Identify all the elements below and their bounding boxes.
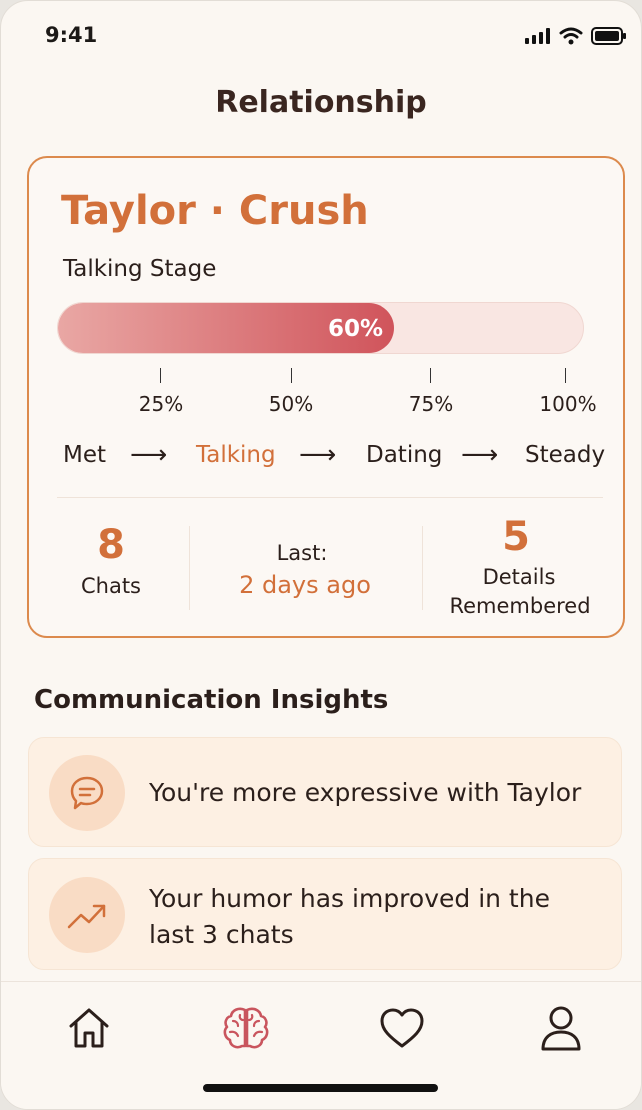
tab-insights[interactable] [220, 1002, 272, 1054]
tick-label: 25% [138, 392, 184, 416]
stage-progression: Met ⟶ Talking ⟶ Dating ⟶ Steady [29, 440, 623, 476]
stage-met: Met [63, 442, 107, 468]
status-time: 9:41 [45, 23, 98, 47]
last-label: Last: [276, 541, 328, 565]
tick-mark [291, 368, 292, 383]
trend-up-icon [67, 904, 106, 929]
stat-divider [422, 526, 423, 610]
insight-icon-circle [49, 755, 125, 831]
tick-mark [430, 368, 431, 383]
insight-text: Your humor has improved in the last 3 ch… [149, 881, 550, 953]
brain-icon [223, 1007, 269, 1049]
insight-icon-circle [49, 877, 125, 953]
card-divider [57, 497, 603, 498]
arrow-icon: ⟶ [461, 440, 499, 470]
details-label: Details [482, 565, 556, 589]
chats-count: 8 [97, 522, 125, 568]
tick-mark [565, 368, 566, 383]
stage-talking: Talking [196, 442, 276, 468]
page-title: Relationship [215, 85, 427, 120]
details-label-2: Remembered [449, 594, 591, 618]
chats-label: Chats [80, 574, 142, 598]
arrow-icon: ⟶ [299, 440, 337, 470]
details-count: 5 [502, 514, 530, 560]
chat-bubble-icon [70, 776, 104, 810]
last-chat-value: 2 days ago [239, 571, 371, 599]
battery-icon [591, 27, 626, 45]
tick-label: 100% [539, 392, 597, 416]
signal-icon [525, 28, 550, 44]
progress-percent: 60% [328, 316, 384, 342]
stat-divider [189, 526, 190, 610]
stage-dating: Dating [366, 442, 443, 468]
tick-label: 75% [408, 392, 454, 416]
insight-text-line: last 3 chats [149, 920, 294, 949]
tick-mark [160, 368, 161, 383]
arrow-icon: ⟶ [130, 440, 168, 470]
section-title: Communication Insights [34, 685, 389, 715]
relationship-card: Taylor · Crush Talking Stage 60% 25% 50%… [27, 156, 625, 638]
tab-favorites[interactable] [376, 1002, 428, 1054]
stage-steady: Steady [525, 442, 606, 468]
home-indicator [203, 1084, 438, 1092]
progress-fill [58, 303, 394, 353]
insight-card[interactable]: You're more expressive with Taylor [28, 737, 622, 847]
profile-icon [541, 1006, 581, 1051]
tab-profile[interactable] [535, 1002, 587, 1054]
insight-card[interactable]: Your humor has improved in the last 3 ch… [28, 858, 622, 970]
stage-label: Talking Stage [63, 256, 217, 282]
heart-icon [380, 1008, 424, 1048]
insight-text: You're more expressive with Taylor [149, 778, 582, 807]
wifi-icon [559, 27, 583, 45]
relationship-name: Taylor · Crush [61, 188, 369, 234]
insight-text-line: Your humor has improved in the [149, 884, 550, 913]
status-icons [525, 27, 627, 45]
home-icon [69, 1008, 109, 1048]
tick-label: 50% [268, 392, 314, 416]
tab-home[interactable] [63, 1002, 115, 1054]
progress-bar: 60% [57, 302, 584, 354]
